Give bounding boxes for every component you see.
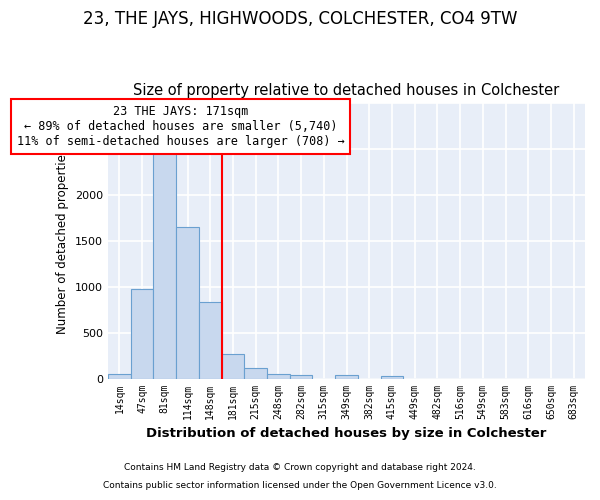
- Bar: [335, 376, 358, 378]
- Bar: [154, 153, 176, 378]
- Bar: [199, 302, 221, 378]
- Bar: [380, 376, 403, 378]
- Bar: [176, 227, 199, 378]
- Bar: [221, 354, 244, 378]
- Text: 23, THE JAYS, HIGHWOODS, COLCHESTER, CO4 9TW: 23, THE JAYS, HIGHWOODS, COLCHESTER, CO4…: [83, 10, 517, 28]
- Bar: [267, 374, 290, 378]
- X-axis label: Distribution of detached houses by size in Colchester: Distribution of detached houses by size …: [146, 427, 547, 440]
- Bar: [108, 374, 131, 378]
- Bar: [244, 368, 267, 378]
- Bar: [290, 376, 313, 378]
- Bar: [131, 288, 154, 378]
- Text: Contains HM Land Registry data © Crown copyright and database right 2024.: Contains HM Land Registry data © Crown c…: [124, 464, 476, 472]
- Y-axis label: Number of detached properties: Number of detached properties: [56, 148, 70, 334]
- Text: 23 THE JAYS: 171sqm
← 89% of detached houses are smaller (5,740)
11% of semi-det: 23 THE JAYS: 171sqm ← 89% of detached ho…: [17, 105, 344, 148]
- Text: Contains public sector information licensed under the Open Government Licence v3: Contains public sector information licen…: [103, 481, 497, 490]
- Title: Size of property relative to detached houses in Colchester: Size of property relative to detached ho…: [133, 83, 560, 98]
